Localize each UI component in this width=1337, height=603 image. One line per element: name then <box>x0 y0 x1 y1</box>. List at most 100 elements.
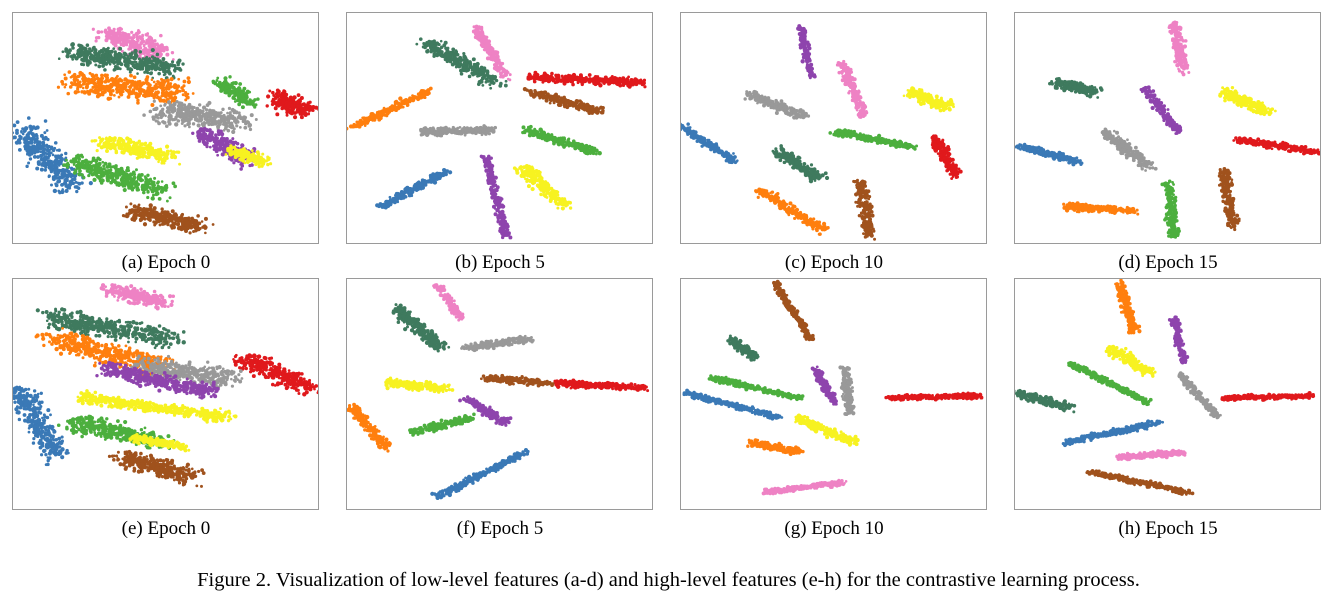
scatter-point <box>45 152 49 156</box>
scatter-point <box>239 89 244 94</box>
scatter-point <box>492 76 496 81</box>
scatter-point <box>28 145 33 150</box>
scatter-point <box>152 57 156 61</box>
cluster-red <box>265 88 318 120</box>
scatter-point <box>143 60 148 64</box>
scatter-point <box>472 62 476 66</box>
scatter-point <box>138 213 141 217</box>
scatter-point <box>59 175 63 180</box>
scatter-point <box>91 74 96 79</box>
scatter-point <box>181 226 186 231</box>
scatter-point <box>621 83 626 88</box>
scatter-point <box>307 104 311 109</box>
scatter-point <box>419 127 423 132</box>
scatter-point <box>172 102 177 107</box>
scatter-point <box>110 55 114 59</box>
scatter-point <box>80 51 85 56</box>
scatter-point <box>154 188 159 193</box>
scatter-point <box>185 221 190 226</box>
scatter-point <box>65 54 70 59</box>
scatter-point <box>449 130 454 135</box>
scatter-point <box>144 176 148 181</box>
scatter-point <box>148 218 152 222</box>
scatter-point <box>166 69 171 74</box>
scatter-point <box>530 75 534 80</box>
scatter-point <box>538 92 542 96</box>
scatter-point <box>244 97 248 101</box>
scatter-point <box>97 86 102 91</box>
scatter-point <box>299 115 304 120</box>
scatter-point <box>171 221 176 226</box>
scatter-point <box>71 181 75 186</box>
scatter-point <box>93 50 98 55</box>
scatter-point <box>107 56 111 60</box>
scatter-point <box>163 158 167 163</box>
scatter-point <box>33 137 37 141</box>
scatter-point <box>44 165 48 169</box>
scatter-point <box>43 148 47 151</box>
scatter-point <box>290 103 294 107</box>
scatter-point <box>577 104 581 108</box>
scatter-point <box>159 109 164 114</box>
scatter-point <box>508 73 512 77</box>
scatter-point <box>162 221 167 226</box>
scatter-point <box>27 161 31 165</box>
scatter-point <box>154 91 159 97</box>
scatter-point <box>47 174 51 178</box>
scatter-point <box>208 110 212 115</box>
scatter-point <box>204 231 207 235</box>
scatter-point <box>73 171 77 175</box>
scatter-point <box>437 48 441 52</box>
scatter-point <box>525 88 529 92</box>
scatter-point <box>158 212 162 216</box>
scatter-point <box>66 169 71 175</box>
scatter-point <box>137 80 142 85</box>
cluster-brown <box>522 87 605 116</box>
scatter-point <box>26 142 30 146</box>
scatter-point <box>101 93 105 97</box>
scatter-point <box>479 42 484 47</box>
scatter-point <box>169 96 172 100</box>
scatter-point <box>458 131 463 136</box>
scatter-point <box>125 168 129 173</box>
scatter-point <box>235 90 239 94</box>
scatter-point <box>134 85 138 89</box>
scatter-point <box>216 76 220 80</box>
scatter-point <box>149 214 154 219</box>
scatter-point <box>136 30 141 35</box>
scatter-point <box>227 106 232 110</box>
scatter-point <box>544 72 548 76</box>
scatter-point <box>234 110 239 115</box>
scatter-point <box>132 140 136 144</box>
scatter-point <box>64 158 68 162</box>
scatter-point <box>165 144 170 149</box>
scatter-point <box>302 102 306 106</box>
scatter-point <box>94 82 98 86</box>
scatter-point <box>140 148 145 153</box>
scatter-point <box>163 60 168 65</box>
scatter-point <box>474 131 478 136</box>
scatter-point <box>180 113 184 117</box>
scatter-point <box>352 122 356 127</box>
scatter-point <box>165 124 169 128</box>
cluster-gray <box>142 99 258 135</box>
scatter-point <box>597 107 601 111</box>
scatter-point <box>235 93 238 97</box>
scatter-point <box>188 125 191 129</box>
scatter-point <box>168 92 173 96</box>
scatter-point <box>179 105 183 110</box>
scatter-point <box>146 195 150 200</box>
scatter-point <box>469 64 472 67</box>
scatter-point <box>439 45 444 50</box>
scatter-point <box>419 37 423 41</box>
scatter-point <box>244 116 248 119</box>
scatter-point <box>382 106 386 110</box>
scatter-point <box>224 85 229 90</box>
scatter-point <box>634 82 638 86</box>
scatter-point <box>113 64 118 69</box>
scatter-point <box>36 147 39 151</box>
scatter-point <box>160 180 164 183</box>
scatter-point <box>423 128 428 133</box>
scatter-point <box>136 98 140 103</box>
scatter-point <box>153 87 157 91</box>
